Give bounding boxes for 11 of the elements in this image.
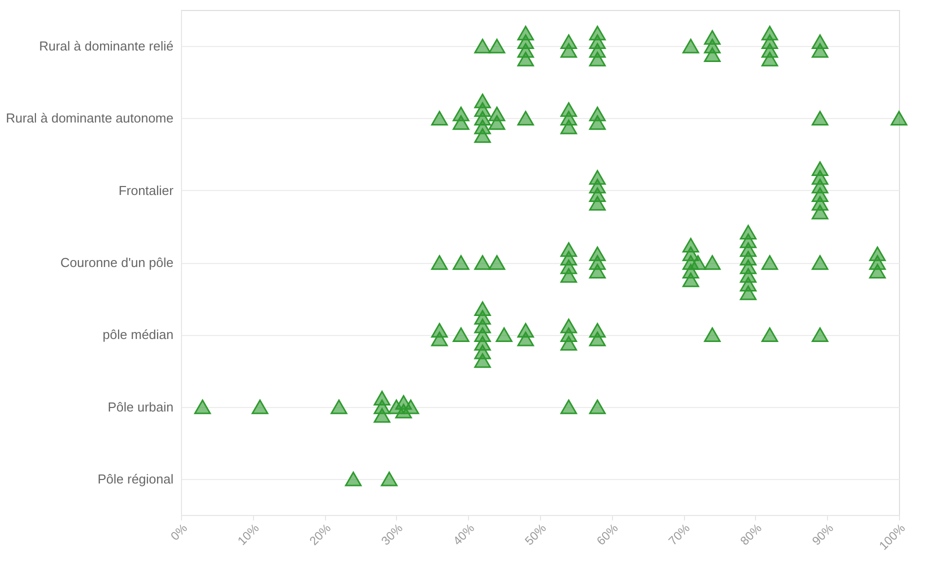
x-tick-label: 40% <box>450 520 478 548</box>
y-tick-label: Frontalier <box>118 182 174 198</box>
x-tick-label: 0% <box>168 520 190 544</box>
y-tick-label: Pôle régional <box>98 471 174 486</box>
y-tick-label: Couronne d'un pôle <box>60 255 174 270</box>
y-tick-label: Rural à dominante relié <box>39 38 174 54</box>
y-tick-label: Pôle urbain <box>108 399 174 414</box>
y-tick-label: pôle médian <box>102 327 174 342</box>
y-tick-label: Rural à dominante autonome <box>6 110 174 126</box>
x-tick-label: 70% <box>666 520 693 548</box>
x-tick-label: 60% <box>594 520 622 548</box>
